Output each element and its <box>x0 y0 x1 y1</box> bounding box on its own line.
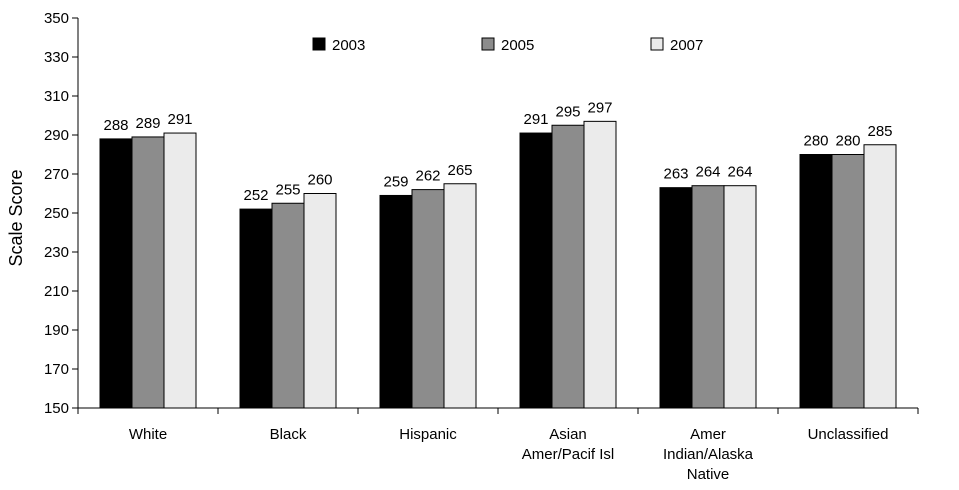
bar-2005-5 <box>831 154 865 409</box>
bar-2005-1 <box>271 202 305 409</box>
bar-2007-3 <box>583 120 617 409</box>
data-label: 259 <box>383 173 408 190</box>
bar-2003-4 <box>659 187 693 409</box>
y-tick-label: 210 <box>44 283 69 300</box>
bar-2007-4 <box>723 185 757 409</box>
y-axis-title: Scale Score <box>6 169 26 266</box>
data-label: 291 <box>167 111 192 128</box>
x-tick-label: Asian Amer/Pacif Isl <box>522 426 615 463</box>
data-label: 262 <box>415 168 440 185</box>
legend: 2003 2005 2007 <box>312 37 703 54</box>
y-tick-label: 170 <box>44 361 69 378</box>
bar-2007-5 <box>863 144 897 409</box>
bar-2003-5 <box>799 154 833 409</box>
bar-2003-1 <box>239 208 273 409</box>
legend-swatch-2007 <box>650 37 664 51</box>
y-tick-label: 330 <box>44 49 69 66</box>
y-tick-label: 290 <box>44 127 69 144</box>
bar-2005-0 <box>131 136 165 409</box>
data-label: 264 <box>695 164 720 181</box>
legend-label-2005: 2005 <box>501 37 534 54</box>
y-tick-label: 250 <box>44 205 69 222</box>
x-tick-label: Black <box>270 426 307 443</box>
data-label: 280 <box>803 133 828 150</box>
y-tick-label: 230 <box>44 244 69 261</box>
data-label: 291 <box>523 111 548 128</box>
data-label: 288 <box>103 117 128 134</box>
data-label: 289 <box>135 115 160 132</box>
y-tick-label: 150 <box>44 400 69 417</box>
data-label: 255 <box>275 181 300 198</box>
y-tick-label: 270 <box>44 166 69 183</box>
legend-swatch-2005 <box>481 37 495 51</box>
legend-swatch-2003 <box>312 37 326 51</box>
bar-2003-2 <box>379 194 413 409</box>
data-label: 260 <box>307 172 332 189</box>
y-tick-label: 190 <box>44 322 69 339</box>
bar-2007-2 <box>443 183 477 409</box>
data-label: 252 <box>243 187 268 204</box>
bar-2005-4 <box>691 185 725 409</box>
bar-2005-3 <box>551 124 585 409</box>
legend-label-2003: 2003 <box>332 37 365 54</box>
y-tick-label: 310 <box>44 88 69 105</box>
data-label: 280 <box>835 133 860 150</box>
data-label: 285 <box>867 123 892 140</box>
data-label: 295 <box>555 103 580 120</box>
data-label: 265 <box>447 162 472 179</box>
x-tick-label: Unclassified <box>808 426 889 443</box>
bar-2003-0 <box>99 138 133 409</box>
bar-2007-0 <box>163 132 197 409</box>
bar-2007-1 <box>303 193 337 409</box>
plot-area: 288 252 259 291 263 280 289 255 262 295 264 280 291 2… <box>44 10 919 483</box>
bar-2003-3 <box>519 132 553 409</box>
data-label: 297 <box>587 99 612 116</box>
data-label: 264 <box>727 164 752 181</box>
x-tick-label: Hispanic <box>399 426 457 443</box>
x-tick-label: White <box>129 426 167 443</box>
bar-2005-2 <box>411 189 445 409</box>
legend-label-2007: 2007 <box>670 37 703 54</box>
y-tick-label: 350 <box>44 10 69 27</box>
x-tick-label: Amer Indian/Alaska Native <box>663 426 754 483</box>
data-label: 263 <box>663 166 688 183</box>
